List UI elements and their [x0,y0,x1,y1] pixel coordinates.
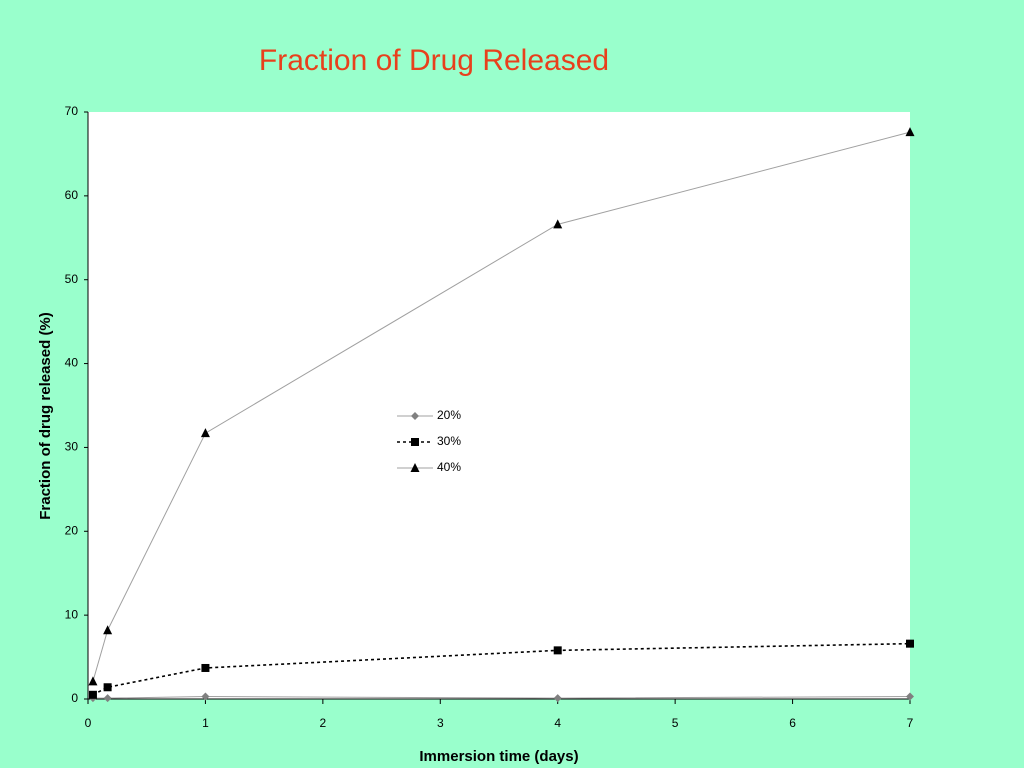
marker [410,463,420,472]
x-tick-label: 3 [437,716,444,730]
marker [201,663,210,672]
legend-label: 30% [437,434,461,448]
y-tick-label: 40 [65,356,79,370]
plot-area [88,112,910,699]
marker [411,438,419,446]
y-tick-label: 10 [65,607,79,621]
y-tick-label: 50 [65,272,79,286]
marker [103,683,112,692]
y-tick-label: 60 [65,188,79,202]
marker [103,625,113,635]
marker [200,428,210,438]
x-tick-label: 2 [320,716,327,730]
x-tick-label: 1 [202,716,209,730]
x-tick-label: 6 [789,716,796,730]
x-tick-label: 4 [554,716,561,730]
marker [88,676,98,686]
y-tick-label: 0 [71,691,78,705]
legend-label: 40% [437,460,461,474]
x-tick-label: 0 [85,716,92,730]
x-tick-label: 5 [672,716,679,730]
y-tick-label: 70 [65,104,79,118]
chart-title: Fraction of Drug Released [259,44,609,77]
y-axis-label: Fraction of drug released (%) [37,312,54,520]
y-tick-label: 30 [65,440,79,454]
legend-label: 20% [437,408,461,422]
marker [906,692,914,701]
marker [553,219,563,229]
marker [201,692,210,701]
marker [553,694,562,703]
marker [88,690,97,699]
y-tick-label: 20 [65,523,79,537]
marker [103,694,112,703]
marker [905,127,915,137]
marker [906,639,914,648]
marker [411,412,419,420]
x-axis-label: Immersion time (days) [419,748,578,765]
x-tick-label: 7 [907,716,914,730]
marker [553,646,562,655]
